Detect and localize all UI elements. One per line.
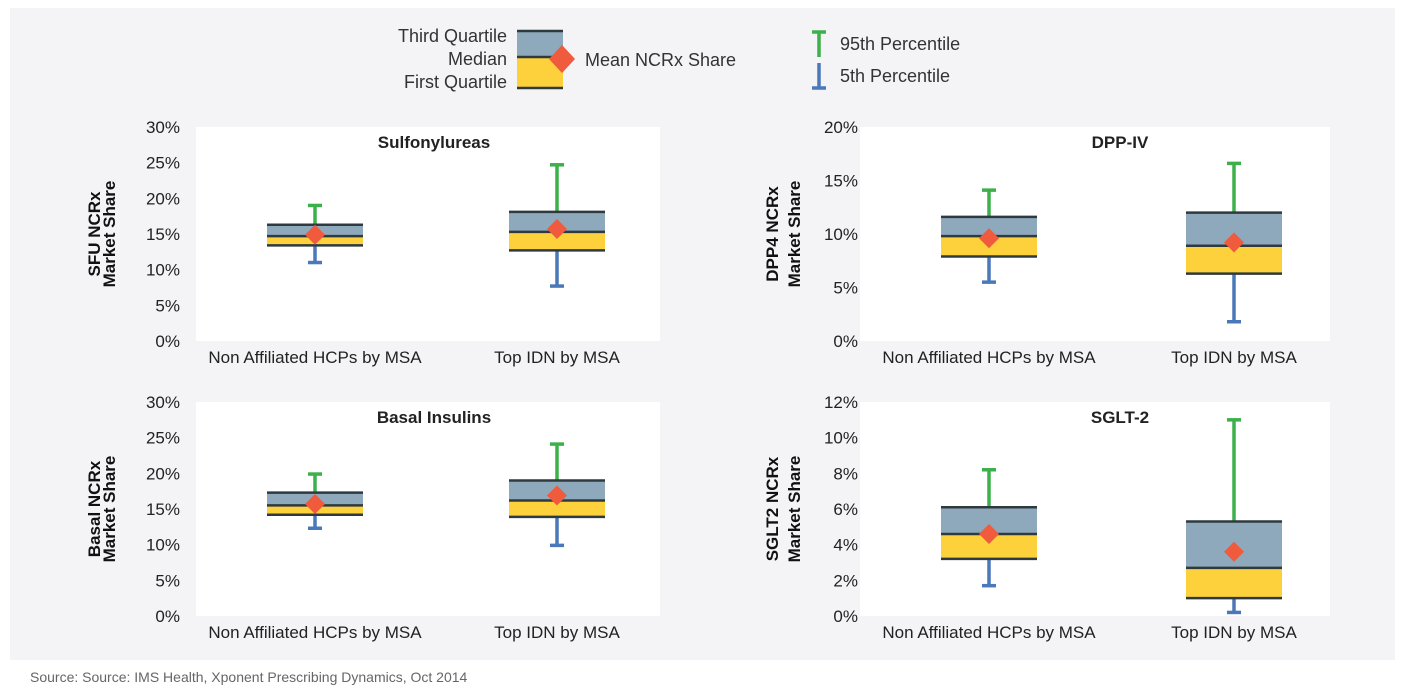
- category-label: Top IDN by MSA: [1171, 348, 1297, 367]
- chart-basal-insulins: Basal Insulins 0% 5% 10% 15% 20% 25% 30% Basal N…: [85, 395, 660, 642]
- box-lower: [509, 500, 605, 517]
- y-tick-label: 10%: [824, 429, 858, 448]
- y-tick-label: 15%: [146, 500, 180, 519]
- chart-sulfonylureas: Sulfonylureas 0% 5% 10% 15% 20% 25% 30% SFU NCRx…: [85, 120, 660, 367]
- legend-p5-label: 5th Percentile: [840, 66, 950, 86]
- y-tick-label: 0%: [833, 607, 858, 626]
- category-label: Top IDN by MSA: [494, 348, 620, 367]
- y-tick-label: 5%: [833, 279, 858, 298]
- y-tick-label: 5%: [155, 296, 180, 315]
- y-tick-label: 25%: [146, 154, 180, 173]
- legend-first-quartile-label: First Quartile: [404, 72, 507, 92]
- y-tick-label: 0%: [155, 332, 180, 351]
- mean-marker: [547, 219, 567, 240]
- y-axis-label: Market Share: [785, 456, 804, 563]
- category-label: Non Affiliated HCPs by MSA: [882, 348, 1096, 367]
- chart-title: SGLT-2: [1091, 408, 1149, 427]
- y-tick-label: 0%: [833, 332, 858, 351]
- mean-marker: [305, 494, 325, 515]
- chart-dpp-iv: DPP-IV 0% 5% 10% 15% 20% DPP4 NCRx Market Share…: [763, 120, 1330, 367]
- y-tick-label: 25%: [146, 429, 180, 448]
- mean-marker: [305, 224, 325, 245]
- chart-title: Sulfonylureas: [378, 133, 490, 152]
- box-upper: [941, 216, 1037, 237]
- category-label: Non Affiliated HCPs by MSA: [208, 623, 422, 642]
- y-tick-label: 6%: [833, 500, 858, 519]
- y-tick-label: 8%: [833, 464, 858, 483]
- chart-title: Basal Insulins: [377, 408, 491, 427]
- y-axis-label: Market Share: [100, 181, 119, 288]
- mean-marker: [979, 523, 999, 544]
- y-tick-label: 30%: [146, 395, 180, 412]
- box-lower: [509, 231, 605, 251]
- category-label: Top IDN by MSA: [1171, 623, 1297, 642]
- chart-title: DPP-IV: [1092, 133, 1149, 152]
- y-tick-label: 15%: [146, 225, 180, 244]
- legend-mean-label: Mean NCRx Share: [585, 50, 736, 70]
- category-label: Non Affiliated HCPs by MSA: [882, 623, 1096, 642]
- y-axis-label: Market Share: [100, 456, 119, 563]
- y-tick-label: 20%: [146, 189, 180, 208]
- legend-mean-diamond: [549, 45, 575, 73]
- y-axis-label: SFU NCRx: [85, 191, 104, 277]
- mean-marker: [547, 485, 567, 506]
- mean-marker: [979, 228, 999, 249]
- y-tick-label: 5%: [155, 571, 180, 590]
- category-label: Non Affiliated HCPs by MSA: [208, 348, 422, 367]
- y-tick-label: 30%: [146, 120, 180, 137]
- chart-sglt-2: SGLT-2 0% 2% 4% 6% 8% 10% 12% SGLT2 NCRx Market S…: [763, 395, 1330, 642]
- y-tick-label: 10%: [146, 536, 180, 555]
- y-tick-label: 0%: [155, 607, 180, 626]
- legend-third-quartile-label: Third Quartile: [398, 26, 507, 46]
- legend-p5-icon: [812, 63, 826, 90]
- y-tick-label: 15%: [824, 172, 858, 191]
- mean-marker: [1224, 232, 1244, 253]
- y-tick-label: 10%: [824, 225, 858, 244]
- mean-marker: [1224, 541, 1244, 562]
- category-label: Top IDN by MSA: [494, 623, 620, 642]
- y-tick-label: 2%: [833, 571, 858, 590]
- y-axis-label: DPP4 NCRx: [763, 186, 782, 282]
- legend: Third Quartile Median First Quartile Mea…: [398, 26, 960, 92]
- y-tick-label: 20%: [146, 464, 180, 483]
- y-tick-label: 10%: [146, 261, 180, 280]
- y-axis-label: Market Share: [785, 181, 804, 288]
- source-note: Source: Source: IMS Health, Xponent Pres…: [30, 669, 468, 685]
- legend-p95-label: 95th Percentile: [840, 34, 960, 54]
- box-lower: [1186, 567, 1282, 599]
- y-axis-label: SGLT2 NCRx: [763, 456, 782, 561]
- y-tick-label: 12%: [824, 395, 858, 412]
- y-axis-label: Basal NCRx: [85, 460, 104, 557]
- legend-median-label: Median: [448, 49, 507, 69]
- y-tick-label: 20%: [824, 120, 858, 137]
- y-tick-label: 4%: [833, 536, 858, 555]
- legend-p95-icon: [812, 30, 826, 57]
